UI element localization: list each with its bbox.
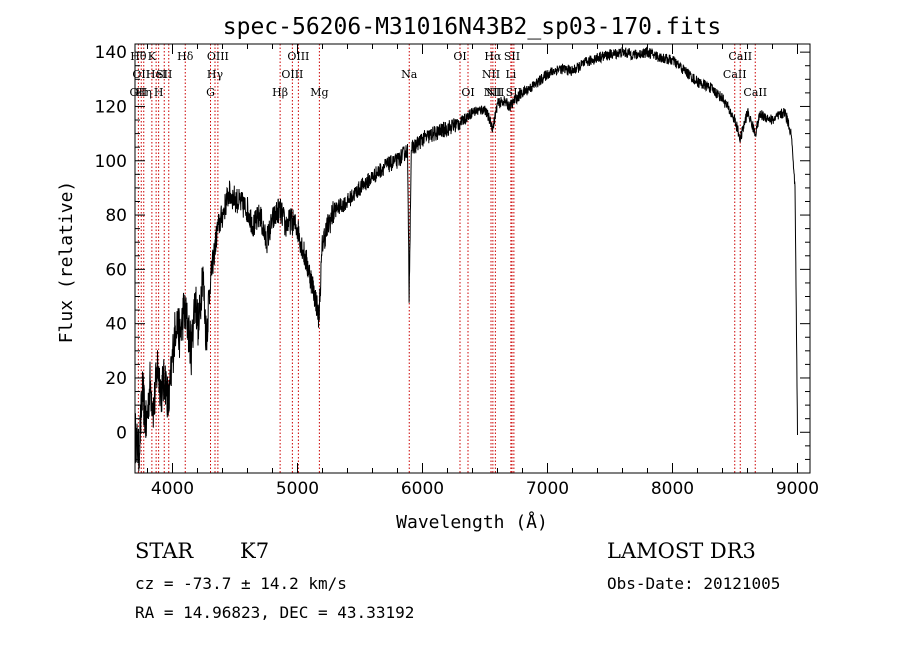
y-tick-label: 40 xyxy=(105,315,127,335)
line-markers xyxy=(137,44,756,473)
line-marker-label: Hα xyxy=(484,50,502,63)
line-marker-label: CaII xyxy=(728,50,752,63)
line-marker-label: OIII xyxy=(207,50,229,63)
x-axis-label: Wavelength (Å) xyxy=(396,511,548,533)
line-marker-label: SII xyxy=(504,50,520,63)
line-marker-label: OIII xyxy=(281,68,303,81)
line-marker-label: K xyxy=(148,50,157,63)
line-marker-label: SII xyxy=(506,86,522,99)
y-tick-label: 80 xyxy=(105,206,127,226)
y-tick-label: 120 xyxy=(95,97,127,117)
x-tick-label: 6000 xyxy=(401,479,444,499)
x-tick-label: 4000 xyxy=(151,479,194,499)
line-marker-label: CaII xyxy=(723,68,747,81)
line-marker-label: HeI xyxy=(146,68,166,81)
line-marker-label: OI xyxy=(461,86,474,99)
survey-name: LAMOST DR3 xyxy=(607,539,756,563)
line-marker-label: SII xyxy=(156,68,172,81)
redshift-text: cz = -73.7 ± 14.2 km/s xyxy=(135,574,347,593)
x-tick-label: 9000 xyxy=(776,479,819,499)
line-marker-label: OI xyxy=(453,50,466,63)
axes: 4000 5000 6000 7000 8000 9000 0 20 40 60 80 100 120 1… xyxy=(95,43,820,499)
x-tick-label: 7000 xyxy=(526,479,569,499)
x-tick-label: 8000 xyxy=(651,479,694,499)
y-tick-label: 0 xyxy=(116,423,127,443)
spectrum-line xyxy=(134,46,798,472)
y-tick-label: 140 xyxy=(95,43,127,63)
line-marker-label: OII xyxy=(130,86,148,99)
line-marker-label: NII xyxy=(484,86,502,99)
y-axis-label: Flux (relative) xyxy=(56,181,77,344)
line-marker-label: Hη xyxy=(136,86,152,99)
line-marker-label: Mg xyxy=(310,86,328,99)
line-marker-label: G xyxy=(206,86,215,99)
x-tick-label: 5000 xyxy=(276,479,319,499)
coordinates-text: RA = 14.96823, DEC = 43.33192 xyxy=(135,603,415,622)
line-marker-label: H xyxy=(154,86,164,99)
line-marker-label: CaII xyxy=(743,86,767,99)
chart-title: spec-56206-M31016N43B2_sp03-170.fits xyxy=(223,14,722,40)
object-class: STAR xyxy=(135,539,194,563)
y-tick-label: 100 xyxy=(95,152,127,172)
line-marker-label: Hγ xyxy=(207,68,224,81)
observation-date: Obs-Date: 20121005 xyxy=(607,574,781,593)
line-marker-labels: HθOIIOIIHηKHeIHSIIHδGHγOIIIHβOIIIOIIIMgN… xyxy=(130,50,768,99)
line-marker-label: Hδ xyxy=(177,50,194,63)
line-marker-label: NII xyxy=(482,68,500,81)
line-marker-label: NII xyxy=(486,86,504,99)
spectrum-series xyxy=(134,46,798,472)
y-tick-label: 60 xyxy=(105,260,127,280)
line-marker-label: Hβ xyxy=(272,86,288,99)
line-marker-label: Hθ xyxy=(130,50,147,63)
line-marker-label: Li xyxy=(505,68,516,81)
object-subclass: K7 xyxy=(240,539,270,563)
line-marker-label: Na xyxy=(401,68,418,81)
y-tick-label: 20 xyxy=(105,369,127,389)
line-marker-label: OIII xyxy=(287,50,309,63)
line-marker-label: OII xyxy=(132,68,150,81)
